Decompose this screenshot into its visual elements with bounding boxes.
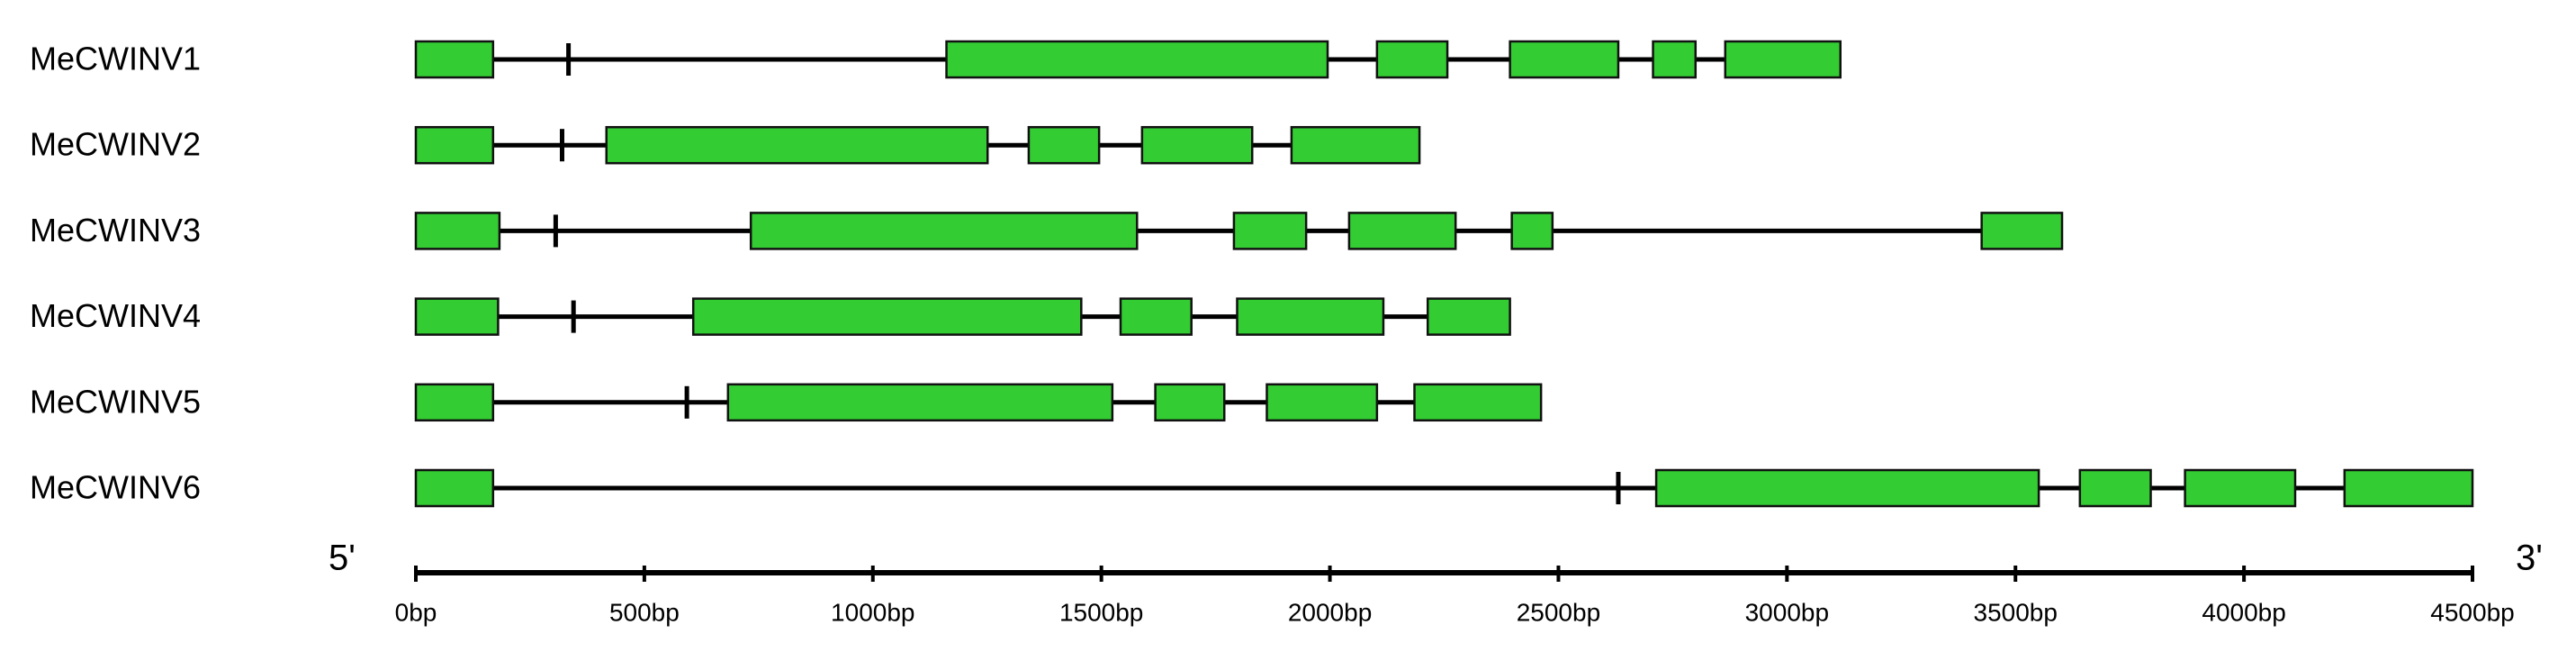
gene-name: MeCWINV1 — [30, 41, 201, 77]
exon — [1375, 40, 1449, 79]
axis-tick-label: 3500bp — [1974, 598, 2058, 626]
exon — [691, 297, 1083, 336]
axis-tick-label: 2000bp — [1288, 598, 1372, 626]
exon — [1724, 40, 1842, 79]
exon — [414, 212, 501, 250]
exon — [1236, 297, 1385, 336]
exon — [726, 383, 1114, 422]
gene-name: MeCWINV3 — [30, 212, 201, 249]
exon — [1654, 468, 2040, 508]
exon — [1980, 212, 2064, 250]
axis-tick-label: 500bp — [609, 598, 680, 626]
exon — [414, 40, 495, 79]
axis-tick-label: 0bp — [395, 598, 437, 626]
exon — [1119, 297, 1193, 336]
exon — [945, 40, 1329, 79]
exon — [1265, 383, 1379, 422]
exon — [605, 125, 989, 165]
axis-tick-label: 3000bp — [1745, 598, 1829, 626]
axis-tick-label: 2500bp — [1517, 598, 1600, 626]
exon — [1413, 383, 1543, 422]
exon — [414, 125, 495, 165]
exon — [1509, 40, 1620, 79]
exon — [414, 468, 495, 508]
exon — [2343, 468, 2474, 508]
gene-name: MeCWINV6 — [30, 469, 201, 506]
exon — [1140, 125, 1254, 165]
exon — [1027, 125, 1101, 165]
exon — [1426, 297, 1511, 336]
exon — [1347, 212, 1457, 250]
end-label: 3' — [2516, 539, 2543, 578]
gene-name: MeCWINV4 — [30, 297, 201, 334]
start-label: 5' — [329, 539, 356, 578]
exon — [1652, 40, 1698, 79]
exon — [1290, 125, 1421, 165]
gene-name: MeCWINV5 — [30, 383, 201, 420]
axis-tick-label: 1000bp — [831, 598, 914, 626]
exon — [1232, 212, 1308, 250]
exon — [1510, 212, 1554, 250]
axis-tick-label: 1500bp — [1059, 598, 1143, 626]
exon — [2078, 468, 2152, 508]
exon — [1154, 383, 1226, 422]
axis-tick-label: 4000bp — [2202, 598, 2285, 626]
gene-name: MeCWINV2 — [30, 126, 201, 163]
exon — [749, 212, 1139, 250]
exon — [414, 383, 495, 422]
exon — [414, 297, 500, 336]
exon — [2184, 468, 2297, 508]
axis-tick-label: 4500bp — [2430, 598, 2514, 626]
